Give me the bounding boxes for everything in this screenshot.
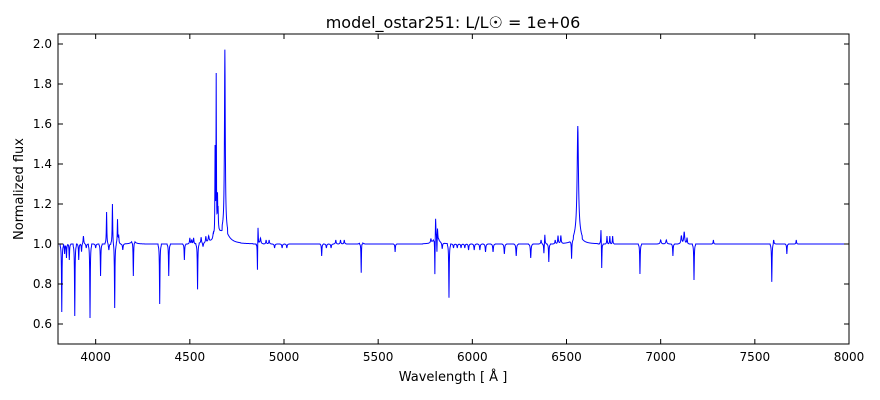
- spectrum-line: [58, 49, 849, 319]
- x-tick-label: 7000: [645, 350, 676, 364]
- y-tick-label: 1.6: [33, 117, 52, 131]
- y-tick-label: 1.0: [33, 237, 52, 251]
- x-axis-title: Wavelength [ Å ]: [399, 369, 508, 385]
- x-tick-label: 6000: [457, 350, 488, 364]
- plot-area: [57, 33, 850, 345]
- y-tick-label: 0.6: [33, 317, 52, 331]
- x-tick-label: 8000: [834, 350, 865, 364]
- x-tick-label: 5000: [269, 350, 300, 364]
- y-tick-label: 0.8: [33, 277, 52, 291]
- y-tick-label: 2.0: [33, 37, 52, 51]
- y-tick-label: 1.2: [33, 197, 52, 211]
- y-axis: 0.6 0.8 1.0 1.2 1.4 1.6 1.8 2.0: [33, 37, 849, 331]
- y-tick-label: 1.4: [33, 157, 52, 171]
- x-tick-label: 7500: [740, 350, 771, 364]
- chart-title: model_ostar251: L/L☉ = 1e+06: [326, 13, 581, 33]
- x-tick-label: 5500: [363, 350, 394, 364]
- x-tick-label: 4500: [175, 350, 206, 364]
- x-tick-label: 6500: [551, 350, 582, 364]
- y-tick-label: 1.8: [33, 77, 52, 91]
- x-axis: 4000 4500 5000 5500 6000 6500 7000 7500 8000: [80, 34, 864, 364]
- y-axis-title: Normalized flux: [12, 138, 27, 240]
- x-tick-label: 4000: [80, 350, 111, 364]
- plot-frame: [57, 33, 850, 345]
